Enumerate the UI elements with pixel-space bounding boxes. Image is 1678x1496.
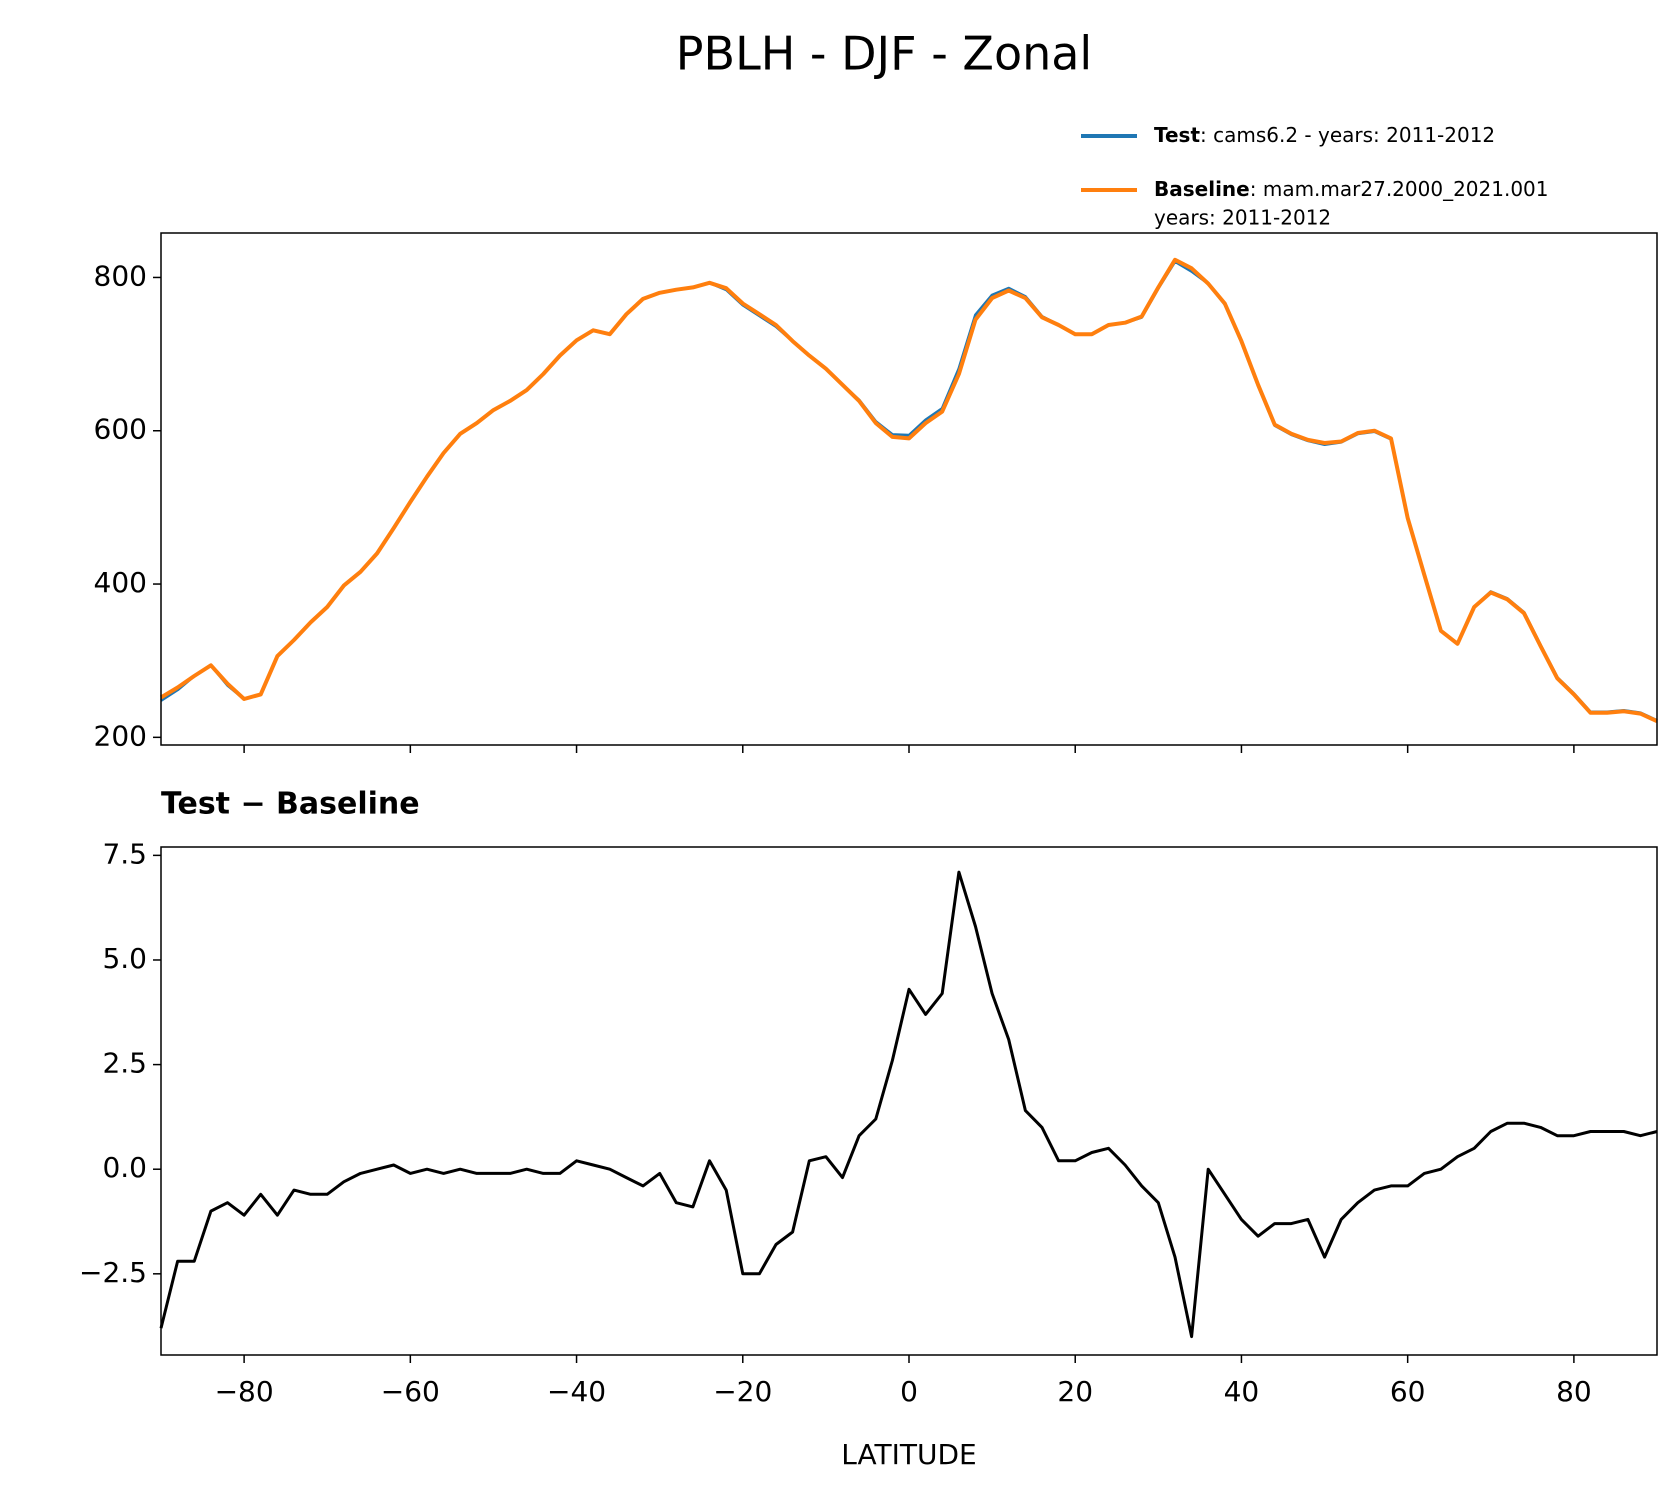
subplot-title: Test − Baseline	[161, 787, 420, 822]
y-tick-label: 200	[94, 719, 147, 752]
x-tick-label: 20	[1057, 1375, 1093, 1408]
y-tick-label: 800	[94, 259, 147, 292]
legend-label: Test: cams6.2 - years: 2011-2012	[1154, 123, 1495, 147]
series-line	[159, 257, 1658, 724]
y-tick-label: 7.5	[102, 837, 147, 870]
legend-text: : cams6.2 - years: 2011-2012	[1200, 123, 1495, 147]
x-tick-label: 80	[1556, 1375, 1592, 1408]
axes-frame	[160, 846, 1658, 1356]
x-tick-label: −20	[713, 1375, 772, 1408]
y-tick-label: 400	[94, 566, 147, 599]
legend-name: Baseline	[1154, 177, 1250, 201]
x-tick-label: 40	[1224, 1375, 1260, 1408]
series-line	[159, 870, 1658, 1339]
legend-name: Test	[1154, 123, 1200, 147]
x-axis-label: LATITUDE	[841, 1438, 976, 1471]
x-tick-label: −40	[547, 1375, 606, 1408]
x-tick-label: 60	[1390, 1375, 1426, 1408]
series-line	[160, 259, 1658, 722]
legend-label: Baseline: mam.mar27.2000_2021.001	[1154, 177, 1549, 201]
legend-label: years: 2011-2012	[1154, 206, 1331, 230]
x-tick-label: −60	[381, 1375, 440, 1408]
y-tick-label: 0.0	[102, 1151, 147, 1184]
y-tick-label: 5.0	[102, 942, 147, 975]
axes-frame	[160, 232, 1658, 746]
y-tick-label: −2.5	[79, 1256, 147, 1289]
x-tick-label: −80	[215, 1375, 274, 1408]
y-tick-label: 600	[94, 413, 147, 446]
y-tick-label: 2.5	[102, 1047, 147, 1080]
x-tick-label: 0	[900, 1375, 918, 1408]
figure-title: PBLH - DJF - Zonal	[676, 27, 1092, 81]
legend-text: : mam.mar27.2000_2021.001	[1250, 177, 1549, 201]
